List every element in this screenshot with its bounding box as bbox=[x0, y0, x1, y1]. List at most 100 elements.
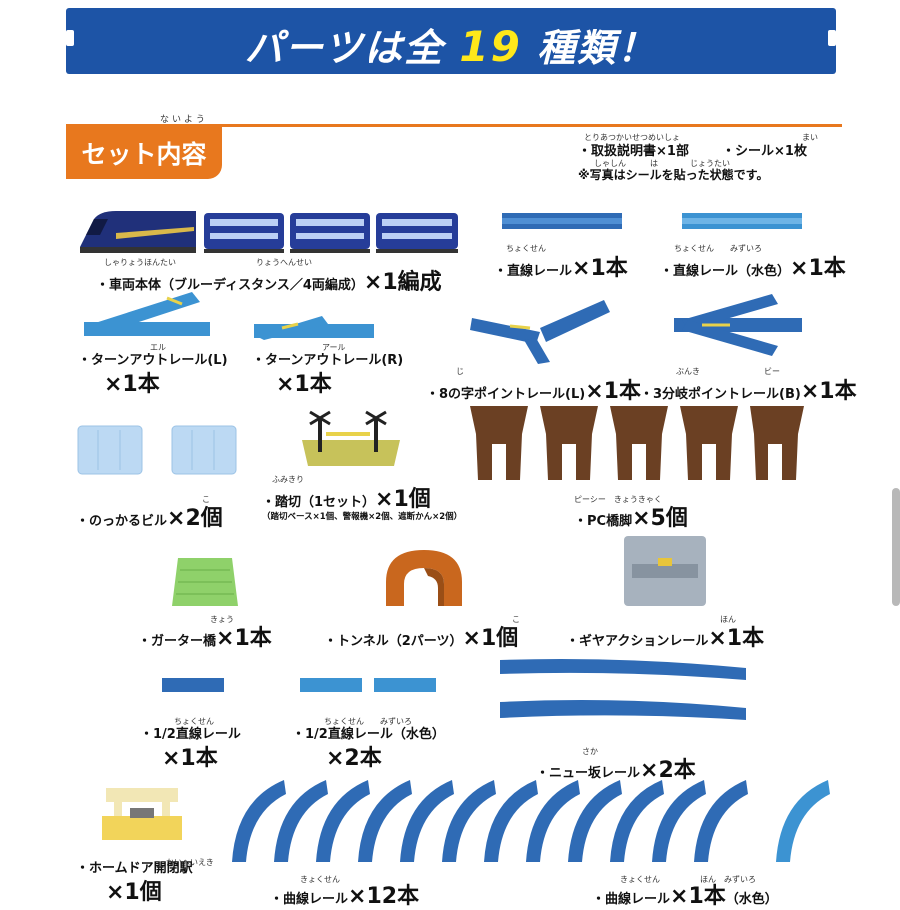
crossing-label: ・踏切（1セット）×1個 bbox=[262, 481, 431, 513]
point8-label: ・8の字ポイントレール(L)×1本 bbox=[426, 373, 641, 405]
train-image bbox=[80, 211, 458, 253]
curve-ruby: きょくせん bbox=[300, 875, 340, 884]
slope-rail-image bbox=[500, 659, 746, 720]
pier-image bbox=[470, 406, 804, 480]
building-image bbox=[77, 425, 237, 475]
slope-label: ・ニュー坂レール×2本 bbox=[536, 752, 696, 784]
train-label: ・車両本体（ブルーディスタンス／4両編成）×1編成 bbox=[96, 264, 442, 296]
gear-name: ・ギヤアクションレール bbox=[566, 634, 709, 649]
straight-light-label: ・直線レール（水色）×1本 bbox=[660, 250, 846, 282]
building-qty: ×2個 bbox=[167, 506, 223, 531]
half-name: ・1/2直線レール bbox=[140, 727, 241, 742]
gear-rail-image bbox=[624, 536, 706, 606]
straight-ruby: ちょくせん bbox=[506, 244, 546, 253]
banner-title: パーツは全 19 種類！ bbox=[66, 17, 836, 72]
straight-light-qty: ×1本 bbox=[790, 256, 846, 281]
pier-label: ・PC橋脚×5個 bbox=[574, 500, 688, 532]
half-rail-image bbox=[162, 678, 224, 692]
turnout-l-name: ・ターンアウトレール(L) bbox=[78, 353, 228, 368]
curve-rail-piece bbox=[358, 780, 412, 862]
girder-name: ・ガーター橋 bbox=[138, 634, 217, 649]
curve-rail-image bbox=[232, 780, 748, 862]
point3-rail-image bbox=[674, 294, 802, 356]
point3-qty: ×1本 bbox=[800, 379, 857, 404]
banner-prefix: パーツは全 bbox=[244, 26, 445, 70]
turnout-l-ruby: エル bbox=[150, 343, 166, 352]
half-ruby: ちょくせん bbox=[174, 717, 214, 726]
slope-qty: ×2本 bbox=[640, 758, 696, 783]
half-light-qty: ×2本 bbox=[326, 746, 382, 771]
banner-number: 19 bbox=[459, 22, 522, 71]
station-name: ・ホームドア開閉駅 bbox=[76, 861, 193, 876]
train-name: ・車両本体（ブルーディスタンス／4両編成） bbox=[96, 278, 364, 293]
point8-qty: ×1本 bbox=[585, 379, 641, 404]
girder-ruby: きょう bbox=[210, 615, 234, 624]
building-label: ・のっかるビル×2個 bbox=[76, 500, 223, 532]
slope-name: ・ニュー坂レール bbox=[536, 766, 641, 781]
girder-label: ・ガーター橋×1本 bbox=[138, 620, 272, 652]
curve-label: ・曲線レール×12本 bbox=[270, 878, 419, 910]
section-divider bbox=[66, 124, 842, 127]
photo-ruby: しゃしん は じょうたい bbox=[594, 159, 730, 168]
half-light-name: ・1/2直線レール（水色） bbox=[292, 727, 445, 742]
straight-rail-light-image bbox=[682, 213, 802, 229]
turnout-r-name: ・ターンアウトレール(R) bbox=[252, 353, 404, 368]
turnout-r-ruby: アール bbox=[322, 343, 346, 352]
curve-rail-piece bbox=[652, 780, 706, 862]
sticker-ruby: まい bbox=[802, 133, 818, 142]
crossing-detail: （踏切ベース×1個、警報機×2個、遮断かん×2個） bbox=[262, 512, 463, 522]
train-qty: ×1編成 bbox=[363, 270, 442, 295]
crossing-name: ・踏切（1セット） bbox=[262, 495, 376, 510]
manual-note: ・取扱説明書×1部 bbox=[578, 144, 689, 159]
station-ruby: かいへいえき bbox=[166, 858, 214, 867]
slope-ruby: さか bbox=[582, 747, 598, 756]
point8-name: ・8の字ポイントレール(L) bbox=[426, 387, 586, 402]
turnout-r-qty: ×1本 bbox=[276, 372, 332, 397]
straight-label: ・直線レール×1本 bbox=[494, 250, 628, 282]
point3-name: ・3分岐ポイントレール(B) bbox=[640, 387, 801, 402]
turnout-l-qty: ×1本 bbox=[104, 372, 160, 397]
straight-light-ruby: ちょくせん みずいろ bbox=[674, 244, 762, 253]
set-contents-tab: セット内容 bbox=[66, 127, 222, 179]
half-rail-light-image bbox=[300, 678, 436, 692]
tunnel-qty: ×1個 bbox=[462, 626, 519, 651]
crossing-ruby: ふみきり bbox=[272, 475, 304, 484]
tunnel-ruby: こ bbox=[512, 615, 520, 624]
curve-rail-piece bbox=[568, 780, 622, 862]
photo-note: ※写真はシールを貼った状態です。 bbox=[578, 168, 769, 182]
point8-ruby: じ bbox=[456, 367, 464, 376]
pier-ruby: ピーシー きょうきゃく bbox=[574, 495, 662, 504]
curve-rail-piece bbox=[316, 780, 370, 862]
building-ruby: こ bbox=[202, 495, 210, 504]
curve-light-label: ・曲線レール×1本（水色） bbox=[592, 878, 778, 910]
point8-rail-image bbox=[470, 300, 610, 364]
crossing-qty: ×1個 bbox=[375, 487, 431, 512]
set-contents-label: セット内容 bbox=[81, 140, 207, 169]
turnout-r-image bbox=[254, 316, 374, 340]
station-qty: ×1個 bbox=[106, 880, 162, 905]
tunnel-name: ・トンネル（2パーツ） bbox=[324, 634, 463, 649]
sticker-note: ・シール×1枚 bbox=[722, 144, 807, 159]
scrollbar-thumb[interactable] bbox=[892, 488, 900, 606]
gear-qty: ×1本 bbox=[708, 626, 765, 651]
curve-rail-piece bbox=[526, 780, 580, 862]
curve-rail-piece bbox=[232, 780, 286, 862]
curve-rail-piece bbox=[442, 780, 496, 862]
building-name: ・のっかるビル bbox=[76, 514, 168, 529]
turnout-l-image bbox=[84, 292, 210, 336]
curve-rail-piece bbox=[274, 780, 328, 862]
curve-rail-piece bbox=[610, 780, 664, 862]
gear-ruby: ほん bbox=[720, 615, 736, 624]
banner-notch-right bbox=[828, 30, 836, 46]
straight-light-name: ・直線レール（水色） bbox=[660, 264, 791, 279]
straight-qty: ×1本 bbox=[572, 256, 628, 281]
banner-notch-left bbox=[66, 30, 74, 46]
straight-rail-image bbox=[502, 213, 622, 229]
point3-label: ・3分岐ポイントレール(B)×1本 bbox=[640, 373, 857, 405]
station-image bbox=[102, 788, 182, 840]
curve-rail-light-image bbox=[776, 780, 830, 862]
title-banner: パーツは全 19 種類！ bbox=[66, 8, 836, 74]
curve-rail-piece bbox=[694, 780, 748, 862]
point3-ruby: ぶんき ビー bbox=[676, 367, 780, 376]
half-light-ruby: ちょくせん みずいろ bbox=[324, 717, 412, 726]
